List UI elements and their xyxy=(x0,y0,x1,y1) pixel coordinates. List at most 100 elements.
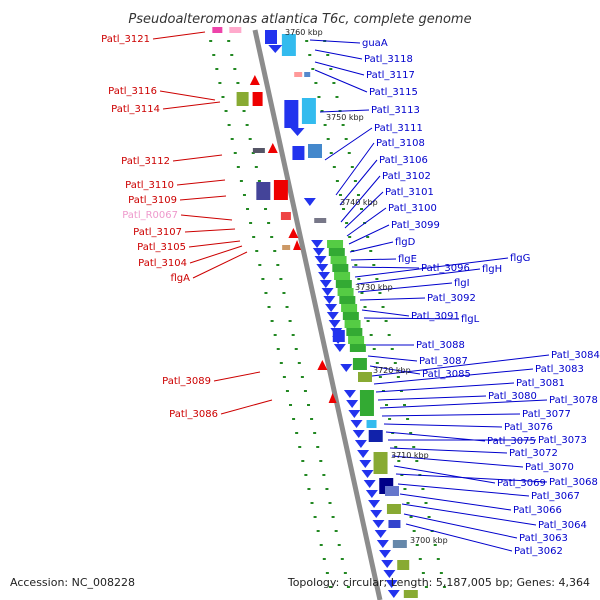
leader-line xyxy=(184,228,236,233)
gene-label[interactable]: Patl_3112 xyxy=(121,156,170,167)
gene-label[interactable]: Patl_3115 xyxy=(369,87,418,98)
tick-mark xyxy=(406,502,410,504)
gene-label[interactable]: Patl_3070 xyxy=(525,462,574,473)
leader-line xyxy=(162,101,221,110)
tick-mark xyxy=(415,544,419,546)
leader-line xyxy=(389,447,508,454)
gene-label[interactable]: Patl_3116 xyxy=(108,86,157,97)
gene-label[interactable]: Patl_3089 xyxy=(162,376,211,387)
tick-mark xyxy=(393,362,397,364)
gene-block xyxy=(327,240,344,248)
gene-label[interactable]: Patl_3096 xyxy=(421,263,470,274)
tick-mark xyxy=(246,208,250,210)
gene-label[interactable]: Patl_3087 xyxy=(419,356,468,367)
gene-label[interactable]: Patl_3076 xyxy=(504,422,553,433)
gene-label[interactable]: Patl_3117 xyxy=(366,70,415,81)
gene-arrow xyxy=(368,500,381,508)
gene-label[interactable]: Patl_3101 xyxy=(385,187,434,198)
gene-label[interactable]: Patl_3113 xyxy=(371,105,420,116)
tick-mark xyxy=(276,264,280,266)
gene-label[interactable]: flgA xyxy=(171,273,191,284)
gene-label[interactable]: Patl_3121 xyxy=(101,34,150,45)
tick-mark xyxy=(305,40,309,42)
gene-label[interactable]: Patl_3085 xyxy=(422,369,471,380)
tick-mark xyxy=(313,432,317,434)
gene-label[interactable]: Patl_3072 xyxy=(509,448,558,459)
gene-label[interactable]: Patl_3069 xyxy=(497,478,546,489)
gene-block xyxy=(392,540,407,548)
gene-label[interactable]: flgL xyxy=(461,314,480,325)
tick-mark xyxy=(236,82,240,84)
gene-label[interactable]: Patl_3066 xyxy=(513,505,562,516)
gene-label[interactable]: Patl_3114 xyxy=(111,104,160,115)
tick-mark xyxy=(384,320,388,322)
gene-label[interactable]: Patl_3084 xyxy=(551,350,600,361)
gene-label[interactable]: flgI xyxy=(454,278,470,289)
gene-label[interactable]: Patl_3086 xyxy=(169,409,218,420)
gene-label[interactable]: guaA xyxy=(362,38,388,49)
gene-arrow xyxy=(312,248,325,256)
gene-label[interactable]: Patl_3063 xyxy=(519,533,568,544)
tick-mark xyxy=(303,390,307,392)
tick-mark xyxy=(252,236,256,238)
gene-label[interactable]: Patl_3099 xyxy=(391,220,440,231)
leader-line xyxy=(395,473,548,483)
gene-label[interactable]: Patl_3105 xyxy=(137,242,186,253)
tick-mark xyxy=(378,376,382,378)
leader-line xyxy=(350,258,397,261)
gene-label[interactable]: Patl_3062 xyxy=(514,546,563,557)
gene-label[interactable]: Patl_3111 xyxy=(374,123,423,134)
gene-label[interactable]: Patl_3092 xyxy=(427,293,476,304)
leader-line xyxy=(180,214,233,221)
gene-label[interactable]: Patl_3073 xyxy=(538,435,587,446)
gene-label[interactable]: Patl_3078 xyxy=(549,395,598,406)
gene-label[interactable]: flgG xyxy=(510,253,530,264)
tick-mark xyxy=(322,558,326,560)
gene-label[interactable]: Patl_3102 xyxy=(382,171,431,182)
gene-label[interactable]: Patl_3067 xyxy=(531,491,580,502)
tick-mark xyxy=(427,516,431,518)
gene-block xyxy=(236,92,249,106)
gene-label[interactable]: Patl_3075 xyxy=(487,436,536,447)
gene-label[interactable]: flgH xyxy=(482,264,502,275)
gene-label[interactable]: Patl_R0067 xyxy=(122,210,178,221)
gene-label[interactable]: Patl_3081 xyxy=(516,378,565,389)
gene-label[interactable]: Patl_3118 xyxy=(364,54,413,65)
tick-mark xyxy=(350,166,354,168)
gene-label[interactable]: Patl_3106 xyxy=(379,155,428,166)
gene-features xyxy=(212,27,418,598)
gene-label[interactable]: Patl_3077 xyxy=(522,409,571,420)
gene-label[interactable]: Patl_3100 xyxy=(388,203,437,214)
gene-arrow xyxy=(333,344,346,352)
gene-block xyxy=(368,430,383,442)
tick-mark xyxy=(348,236,352,238)
tick-mark xyxy=(328,586,332,588)
tick-mark xyxy=(354,264,358,266)
gene-label[interactable]: Patl_3110 xyxy=(125,180,174,191)
gene-label[interactable]: flgD xyxy=(395,237,416,248)
gene-label[interactable]: Patl_3068 xyxy=(549,477,598,488)
tick-mark xyxy=(421,572,425,574)
tick-mark xyxy=(314,82,318,84)
tick-mark xyxy=(356,194,360,196)
gene-label[interactable]: Patl_3107 xyxy=(133,227,182,238)
gene-label[interactable]: Patl_3080 xyxy=(488,391,537,402)
gene-label[interactable]: Patl_3083 xyxy=(535,364,584,375)
gene-label[interactable]: flgE xyxy=(398,254,417,265)
gene-label[interactable]: Patl_3109 xyxy=(128,195,177,206)
gene-label[interactable]: Patl_3064 xyxy=(538,520,587,531)
leader-line xyxy=(375,382,515,393)
tick-mark xyxy=(233,68,237,70)
gene-arrow xyxy=(321,288,334,296)
tick-mark xyxy=(267,222,271,224)
gene-label[interactable]: Patl_3104 xyxy=(138,258,187,269)
gene-label[interactable]: Patl_3091 xyxy=(411,311,460,322)
tick-mark xyxy=(415,460,419,462)
gene-block xyxy=(212,27,223,33)
gene-label[interactable]: Patl_3108 xyxy=(376,138,425,149)
tick-mark xyxy=(270,236,274,238)
gene-arrow xyxy=(361,470,374,478)
leader-line xyxy=(152,31,206,40)
leader-line xyxy=(357,282,453,293)
gene-label[interactable]: Patl_3088 xyxy=(416,340,465,351)
